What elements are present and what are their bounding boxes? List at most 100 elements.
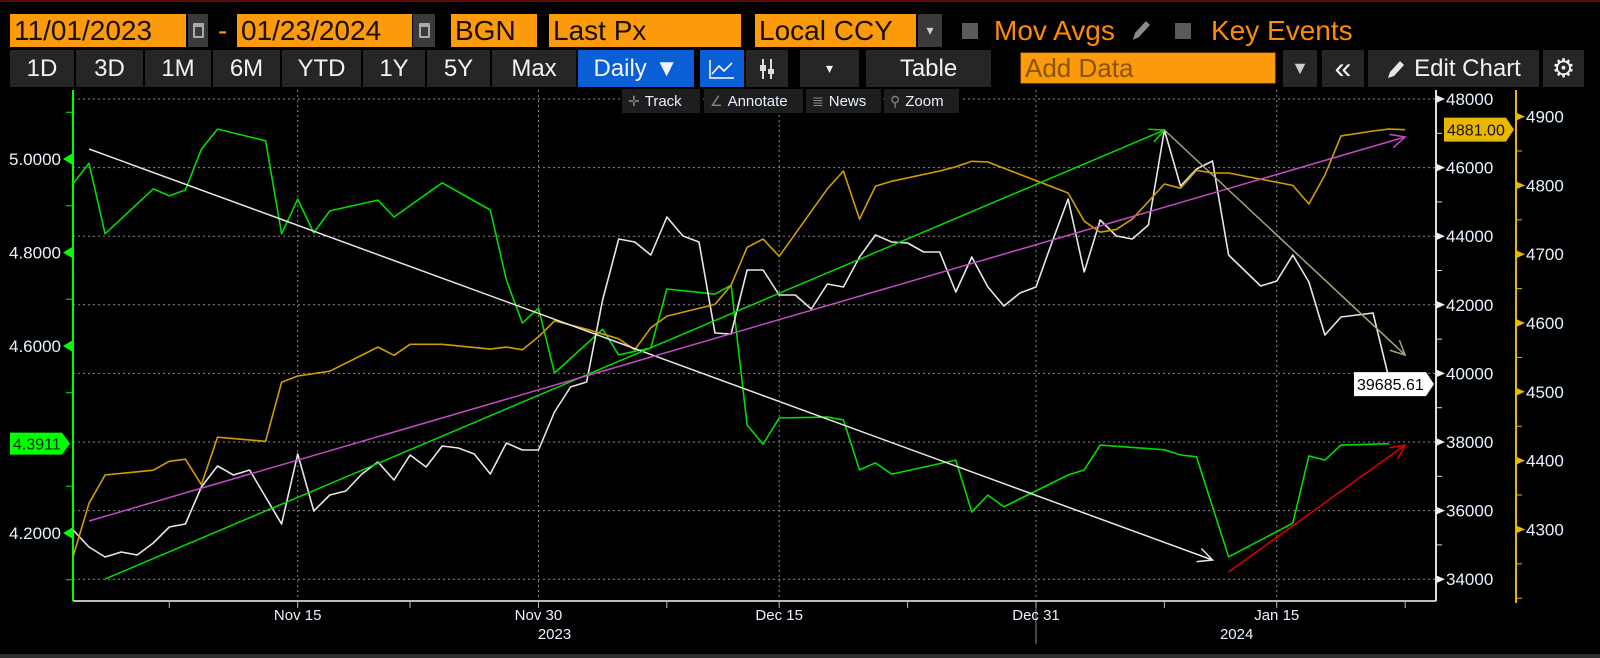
arrowhead xyxy=(1389,133,1407,149)
middle-tick-marker xyxy=(1436,369,1445,378)
end-calendar-icon[interactable] xyxy=(413,14,435,47)
red-trend-arrow xyxy=(1228,444,1407,573)
key-events-label[interactable]: Key Events xyxy=(1211,15,1353,46)
edit-chart-label: Edit Chart xyxy=(1414,54,1521,82)
range-6m-button[interactable]: 6M xyxy=(213,50,282,87)
magnifier-icon: ⚲ xyxy=(890,92,901,109)
right-tick-marker xyxy=(1516,181,1525,190)
bottom-status-bar xyxy=(0,654,1600,658)
range-5y-button[interactable]: 5Y xyxy=(427,50,492,87)
middle-last-value-badge xyxy=(1354,372,1434,397)
right-tick-label: 4700 xyxy=(1526,245,1564,264)
frequency-arrow-icon: ▼ xyxy=(654,54,679,82)
middle-tick-marker xyxy=(1436,575,1445,584)
left-tick-marker xyxy=(63,527,73,539)
range-max-button[interactable]: Max xyxy=(492,50,578,87)
left-tick-label: 4.2000 xyxy=(9,524,61,543)
arrowhead xyxy=(1196,547,1215,563)
source-field[interactable]: BGN xyxy=(451,14,537,47)
start-date-input[interactable]: 11/01/2023 xyxy=(10,14,186,47)
crosshair-icon: ✛ xyxy=(628,92,640,109)
middle-tick-marker xyxy=(1436,438,1445,446)
price-field-select[interactable]: Last Px xyxy=(549,14,741,47)
right-tick-label: 4400 xyxy=(1526,452,1564,471)
right-tick-marker xyxy=(1516,456,1525,465)
trend-line xyxy=(104,129,1165,580)
year-label: 2023 xyxy=(538,626,571,643)
range-1m-button[interactable]: 1M xyxy=(145,50,213,87)
mov-avgs-checkbox[interactable] xyxy=(962,23,978,39)
frequency-dropdown[interactable]: Daily ▼ xyxy=(578,50,696,87)
range-1d-button[interactable]: 1D xyxy=(10,50,76,87)
filter-icon[interactable]: ▼ xyxy=(1283,50,1319,87)
green-trend-arrow xyxy=(104,128,1166,580)
right-tick-label: 4500 xyxy=(1526,383,1564,402)
arrowhead xyxy=(1389,339,1407,357)
range-ytd-button[interactable]: YTD xyxy=(282,50,363,87)
right-tick-label: 4300 xyxy=(1526,520,1564,539)
end-date-input[interactable]: 01/23/2024 xyxy=(237,14,412,47)
pencil-icon xyxy=(1388,60,1405,78)
news-label: News xyxy=(828,92,867,110)
x-tick-label: Dec 15 xyxy=(755,607,803,624)
chart-type-dropdown[interactable]: ▾ xyxy=(800,50,861,87)
arrowhead xyxy=(1389,444,1407,460)
range-1y-button[interactable]: 1Y xyxy=(363,50,427,87)
table-button[interactable]: Table xyxy=(866,50,993,87)
left-tick-label: 5.0000 xyxy=(9,150,61,169)
left-tick-marker xyxy=(63,340,73,352)
news-tool[interactable]: ≣ News xyxy=(806,89,883,113)
frequency-label: Daily xyxy=(593,54,647,82)
left-tick-label: 4.8000 xyxy=(9,244,61,263)
left-last-value-badge xyxy=(10,432,70,455)
trend-line xyxy=(1228,444,1406,573)
mov-avgs-label[interactable]: Mov Avgs xyxy=(994,15,1115,46)
right-tick-marker xyxy=(1516,525,1525,534)
middle-tick-label: 38000 xyxy=(1446,433,1493,452)
start-calendar-icon[interactable] xyxy=(188,14,208,47)
white-series-line xyxy=(72,129,1406,558)
key-events-checkbox[interactable] xyxy=(1175,23,1191,39)
middle-tick-label: 44000 xyxy=(1446,227,1493,246)
line-chart-icon[interactable] xyxy=(700,50,746,87)
right-tick-marker xyxy=(1516,112,1525,121)
trend-line xyxy=(88,148,1213,561)
magenta-trend-arrow xyxy=(88,133,1407,522)
zoom-tool[interactable]: ⚲ Zoom xyxy=(884,89,961,113)
track-tool[interactable]: ✛ Track xyxy=(622,89,702,113)
annotate-label: Annotate xyxy=(727,92,788,110)
right-last-value-badge xyxy=(1444,117,1514,142)
currency-select[interactable]: Local CCY xyxy=(755,14,916,47)
add-data-input[interactable] xyxy=(1020,52,1276,84)
edit-chart-button[interactable]: Edit Chart xyxy=(1368,50,1541,87)
white-trend-arrow xyxy=(88,148,1215,563)
right-tick-marker xyxy=(1516,250,1525,259)
annotate-icon: ∠ xyxy=(710,92,723,109)
gear-icon[interactable]: ⚙ xyxy=(1543,50,1586,87)
right-tick-label: 4900 xyxy=(1526,108,1564,127)
olive-trend-arrow xyxy=(1163,129,1407,357)
middle-tick-label: 36000 xyxy=(1446,502,1493,521)
green-series-line xyxy=(72,128,1390,558)
trend-line xyxy=(88,136,1406,522)
currency-dropdown-icon[interactable]: ▾ xyxy=(918,14,942,47)
right-tick-marker xyxy=(1516,387,1525,396)
range-3d-button[interactable]: 3D xyxy=(76,50,145,87)
x-tick-label: Jan 15 xyxy=(1254,607,1299,624)
annotate-tool[interactable]: ∠ Annotate xyxy=(704,89,805,113)
candlestick-icon[interactable] xyxy=(746,50,790,87)
news-icon: ≣ xyxy=(812,92,824,109)
right-last-value-label: 4881.00 xyxy=(1447,123,1505,140)
trend-line xyxy=(1163,129,1406,356)
pencil-icon[interactable] xyxy=(1130,18,1152,42)
left-tick-label: 4.6000 xyxy=(9,337,61,356)
middle-tick-marker xyxy=(1436,95,1445,103)
middle-tick-label: 34000 xyxy=(1446,570,1493,589)
collapse-icon[interactable]: « xyxy=(1322,50,1366,87)
middle-tick-marker xyxy=(1436,506,1445,515)
track-label: Track xyxy=(644,92,682,110)
middle-tick-label: 48000 xyxy=(1446,90,1493,109)
date-separator: - xyxy=(218,15,228,46)
